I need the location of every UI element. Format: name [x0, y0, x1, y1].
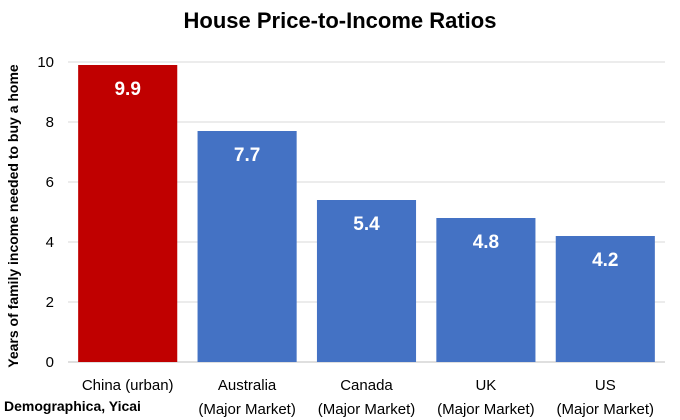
x-tick-label: Australia [218, 377, 277, 394]
bar [555, 236, 655, 362]
bar [78, 65, 178, 362]
source-note: Demographica, Yicai [4, 398, 141, 414]
data-label: 7.7 [234, 145, 260, 166]
y-axis-ticks: 0 2 4 6 8 10 [37, 54, 54, 371]
data-label: 5.4 [353, 214, 380, 235]
y-tick-label: 4 [46, 234, 54, 251]
chart-title: House Price-to-Income Ratios [183, 8, 497, 33]
y-tick-label: 10 [37, 54, 54, 71]
x-tick-label: US [595, 377, 616, 394]
x-tick-label: UK [475, 377, 496, 394]
data-label: 9.9 [114, 79, 140, 100]
y-axis-label: Years of family income needed to buy a h… [5, 64, 21, 368]
y-tick-label: 6 [46, 174, 54, 191]
bar [316, 200, 417, 362]
x-tick-label: Canada [340, 377, 393, 394]
x-tick-label: (Major Market) [437, 401, 535, 418]
bars [78, 65, 655, 362]
y-tick-label: 2 [46, 294, 54, 311]
data-labels: 9.9 7.7 5.4 4.8 4.2 [114, 79, 618, 271]
data-label: 4.2 [592, 250, 618, 271]
bar [197, 131, 297, 362]
x-tick-label: (Major Market) [198, 401, 296, 418]
x-tick-label: China (urban) [82, 377, 174, 394]
x-tick-label: (Major Market) [318, 401, 416, 418]
y-tick-label: 8 [46, 114, 54, 131]
bar [436, 218, 536, 362]
x-tick-label: (Major Market) [557, 401, 655, 418]
x-axis-ticks: China (urban) Australia (Major Market) Cana… [82, 377, 654, 418]
data-label: 4.8 [473, 232, 499, 253]
y-tick-label: 0 [46, 354, 54, 371]
